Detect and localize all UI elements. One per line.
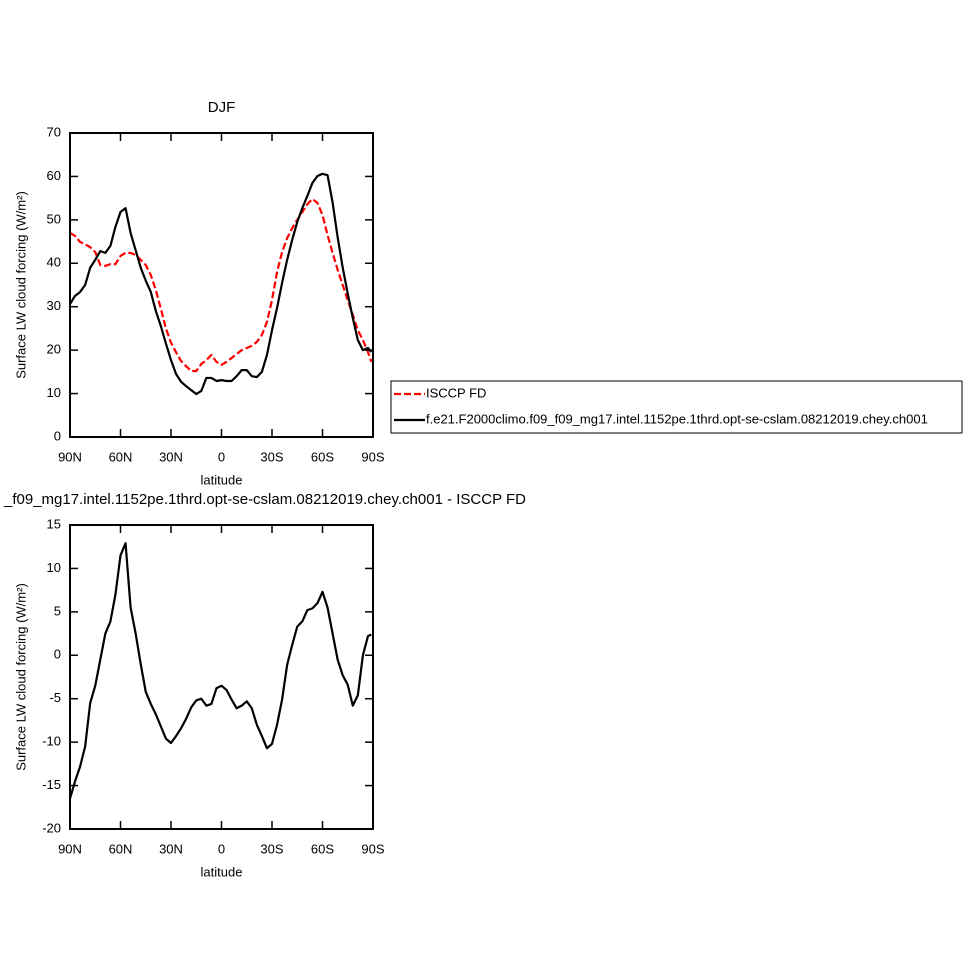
y-tick-label: 40 bbox=[47, 255, 61, 270]
x-tick-label: 30N bbox=[159, 449, 183, 464]
x-tick-label: 60S bbox=[311, 841, 334, 856]
data-line bbox=[70, 197, 373, 373]
x-tick-label: 90N bbox=[58, 449, 82, 464]
x-tick-label: 0 bbox=[218, 449, 225, 464]
x-tick-label: 60S bbox=[311, 449, 334, 464]
y-tick-label: 70 bbox=[47, 124, 61, 139]
y-tick-label: -10 bbox=[42, 734, 61, 749]
chart-title: DJF bbox=[208, 99, 236, 116]
legend-label: ISCCP FD bbox=[426, 385, 486, 400]
legend-label: f.e21.F2000climo.f09_f09_mg17.intel.1152… bbox=[426, 411, 928, 426]
x-tick-label: 30N bbox=[159, 841, 183, 856]
y-tick-label: 10 bbox=[47, 385, 61, 400]
x-tick-label: 90N bbox=[58, 841, 82, 856]
y-tick-label: 0 bbox=[54, 428, 61, 443]
x-tick-label: 60N bbox=[109, 841, 133, 856]
plot-frame bbox=[69, 524, 374, 830]
y-tick-label: 10 bbox=[47, 560, 61, 575]
y-tick-label: -5 bbox=[49, 690, 61, 705]
data-line bbox=[70, 542, 372, 799]
y-tick-label: 30 bbox=[47, 298, 61, 313]
chart-title: _f09_mg17.intel.1152pe.1thrd.opt-se-csla… bbox=[3, 491, 526, 508]
data-line bbox=[70, 172, 373, 396]
y-axis-label: Surface LW cloud forcing (W/m²) bbox=[13, 191, 28, 379]
y-tick-label: 5 bbox=[54, 603, 61, 618]
x-tick-label: 30S bbox=[260, 841, 283, 856]
y-tick-label: 50 bbox=[47, 211, 61, 226]
x-tick-label: 30S bbox=[260, 449, 283, 464]
y-tick-label: 20 bbox=[47, 342, 61, 357]
x-tick-label: 90S bbox=[361, 449, 384, 464]
x-axis-label: latitude bbox=[201, 472, 243, 487]
y-tick-label: -20 bbox=[42, 820, 61, 835]
y-tick-label: 15 bbox=[47, 516, 61, 531]
legend-box bbox=[390, 380, 963, 434]
x-axis-label: latitude bbox=[201, 864, 243, 879]
y-tick-label: 0 bbox=[54, 647, 61, 662]
y-axis-label: Surface LW cloud forcing (W/m²) bbox=[13, 583, 28, 771]
x-tick-label: 60N bbox=[109, 449, 133, 464]
x-tick-label: 90S bbox=[361, 841, 384, 856]
y-tick-label: 60 bbox=[47, 168, 61, 183]
x-tick-label: 0 bbox=[218, 841, 225, 856]
y-tick-label: -15 bbox=[42, 777, 61, 792]
